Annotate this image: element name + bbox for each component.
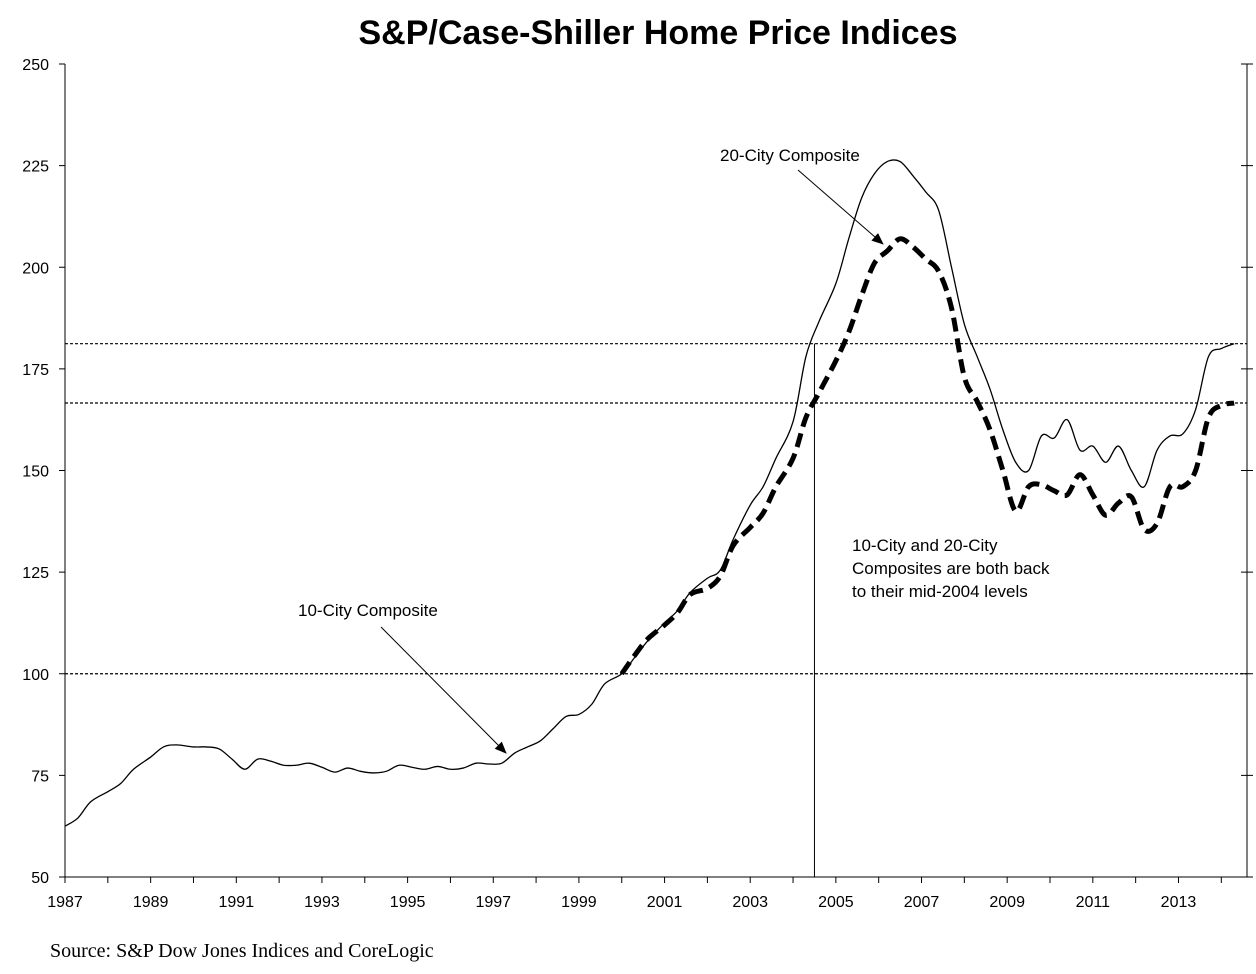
x-tick-label-2003: 2003 xyxy=(732,894,768,911)
x-tick-label-1991: 1991 xyxy=(219,894,255,911)
y-tick-label-150: 150 xyxy=(22,464,49,481)
y-tick-label-175: 175 xyxy=(22,362,49,379)
y-tick-label-75: 75 xyxy=(31,768,49,785)
annotation-mid-2004-line-2: Composites are both back xyxy=(852,559,1050,578)
series-layer xyxy=(64,159,1235,827)
annotation-10-city: 10-City Composite xyxy=(298,601,507,754)
annotation-10-city-arrow xyxy=(380,626,507,754)
x-tick-label-2007: 2007 xyxy=(904,894,940,911)
reference-lines xyxy=(65,343,1247,877)
x-tick-label-1997: 1997 xyxy=(475,894,511,911)
y-tick-label-50: 50 xyxy=(31,870,49,887)
annotation-10-city-label: 10-City Composite xyxy=(298,601,438,620)
series-line-10-city xyxy=(64,159,1235,827)
annotation-20-city-arrow xyxy=(797,169,884,245)
y-tick-label-200: 200 xyxy=(22,260,49,277)
x-tick-label-1993: 1993 xyxy=(304,894,340,911)
y-tick-label-250: 250 xyxy=(22,57,49,74)
annotation-20-city-label: 20-City Composite xyxy=(720,146,860,165)
annotation-20-city: 20-City Composite xyxy=(720,146,884,245)
chart-title: S&P/Case-Shiller Home Price Indices xyxy=(358,14,957,52)
annotation-mid-2004-line-1: 10-City and 20-City xyxy=(852,536,998,555)
x-tick-label-2009: 2009 xyxy=(989,894,1025,911)
plot-frame xyxy=(64,64,1248,878)
y-tick-label-125: 125 xyxy=(22,565,49,582)
x-tick-label-2013: 2013 xyxy=(1161,894,1197,911)
annotation-mid-2004: 10-City and 20-City Composites are both … xyxy=(852,536,1050,601)
x-tick-label-1987: 1987 xyxy=(47,894,83,911)
x-tick-label-2005: 2005 xyxy=(818,894,854,911)
x-tick-label-1989: 1989 xyxy=(133,894,169,911)
x-tick-label-2001: 2001 xyxy=(647,894,683,911)
annotation-mid-2004-line-3: to their mid-2004 levels xyxy=(852,582,1028,601)
series-line-20-city xyxy=(619,236,1235,676)
x-tick-label-1999: 1999 xyxy=(561,894,597,911)
y-axis: 50 75 100 125 150 175 200 225 250 xyxy=(22,57,1253,887)
y-tick-label-225: 225 xyxy=(22,159,49,176)
x-tick-label-2011: 2011 xyxy=(1076,894,1111,911)
x-tick-label-1995: 1995 xyxy=(390,894,426,911)
y-tick-label-100: 100 xyxy=(22,667,49,684)
source-note: Source: S&P Dow Jones Indices and CoreLo… xyxy=(50,940,434,962)
x-axis: 1987 1989 1991 1993 1995 1997 1999 2001 2003 2005… xyxy=(47,877,1222,911)
